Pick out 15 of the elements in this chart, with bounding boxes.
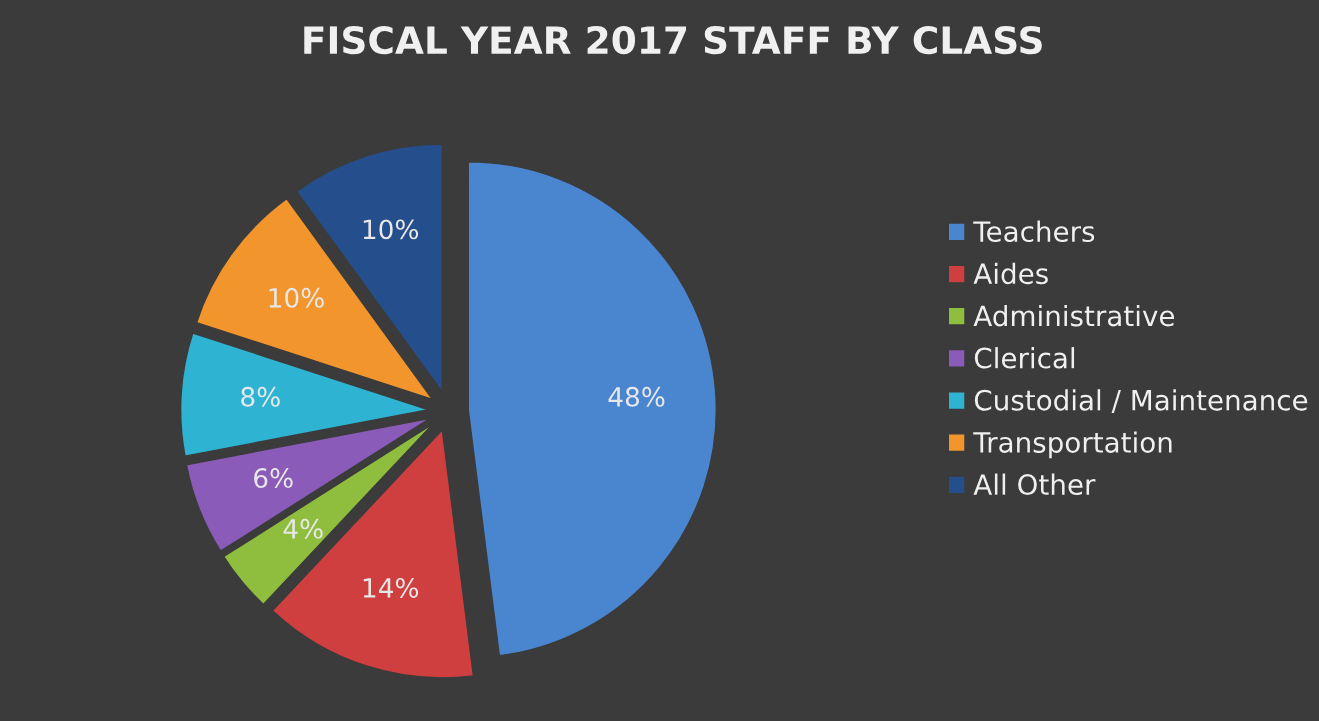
data-label: 4% (283, 518, 323, 539)
data-label: 14% (363, 577, 419, 598)
data-label: 8% (241, 386, 280, 407)
data-label: 6% (254, 468, 293, 489)
data-label: 10% (269, 287, 324, 308)
legend-label: Administrative (973, 304, 1175, 327)
chart-title: FISCAL YEAR 2017 STAFF BY CLASS (304, 25, 1042, 55)
legend-label: Transportation (973, 431, 1172, 459)
legend-label: All Other (973, 473, 1096, 496)
legend-label: Custodial / Maintenance (974, 389, 1308, 413)
legend-label: Clerical (974, 347, 1075, 369)
data-label: 10% (363, 219, 419, 240)
legend-label: Aides (973, 262, 1048, 285)
legend-label: Teachers (973, 220, 1095, 243)
data-label: 48% (608, 386, 665, 407)
